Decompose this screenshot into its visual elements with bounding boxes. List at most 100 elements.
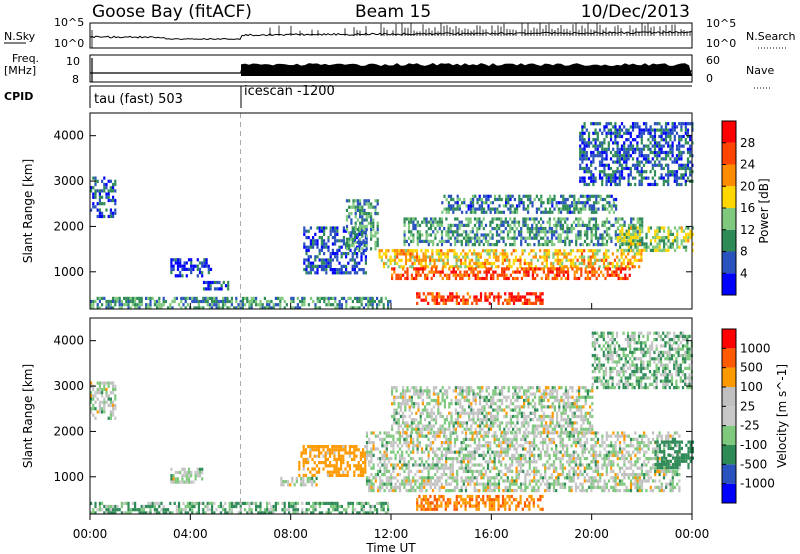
heatmap-cell [98, 410, 101, 414]
heatmap-cell [318, 454, 321, 458]
heatmap-cell [493, 298, 496, 302]
heatmap-cell [127, 303, 130, 307]
heatmap-cell [414, 227, 417, 231]
heatmap-cell [90, 394, 93, 398]
heatmap-cell [178, 504, 181, 509]
heatmap-cell [632, 217, 635, 221]
heatmap-cell [292, 508, 295, 512]
heatmap-cell [482, 450, 485, 454]
heatmap-cell [577, 466, 580, 470]
heatmap-cell [580, 273, 583, 277]
heatmap-cell [303, 299, 306, 304]
heatmap-cell [270, 511, 273, 515]
heatmap-cell [401, 450, 404, 454]
heatmap-cell [539, 217, 543, 221]
heatmap-cell [645, 154, 648, 158]
heatmap-cell [485, 270, 488, 274]
heatmap-cell [541, 447, 545, 451]
heatmap-cell [217, 299, 220, 304]
heatmap-cell [581, 453, 584, 457]
heatmap-cell [320, 245, 323, 249]
heatmap-cell [509, 207, 512, 211]
heatmap-cell [379, 460, 382, 464]
heatmap-cell [488, 249, 491, 253]
heatmap-cell [667, 128, 670, 132]
heatmap-cell [478, 207, 481, 211]
heatmap-cell [307, 236, 310, 240]
heatmap-cell [686, 134, 690, 139]
heatmap-cell [541, 292, 544, 296]
heatmap-cell [216, 287, 219, 291]
heatmap-cell [601, 236, 604, 240]
heatmap-cell [577, 236, 580, 240]
heatmap-cell [577, 230, 580, 234]
heatmap-cell [598, 163, 602, 167]
heatmap-cell [583, 457, 586, 461]
heatmap-cell [438, 223, 441, 227]
heatmap-cell [441, 270, 444, 274]
heatmap-cell [302, 451, 305, 455]
heatmap-cell [244, 501, 247, 505]
heatmap-cell [127, 299, 130, 304]
heatmap-cell [418, 457, 421, 461]
heatmap-cell [398, 252, 401, 256]
heatmap-cell [94, 299, 97, 304]
heatmap-cell [351, 299, 354, 304]
heatmap-cell [562, 270, 565, 274]
heatmap-cell [340, 448, 343, 452]
heatmap-cell [486, 463, 490, 467]
heatmap-cell [613, 273, 616, 277]
heatmap-cell [616, 217, 620, 221]
heatmap-cell [467, 463, 470, 467]
heatmap-cell [405, 441, 408, 445]
heatmap-cell [187, 467, 191, 471]
heatmap-cell [597, 239, 600, 243]
heatmap-cell [314, 306, 317, 310]
heatmap-cell [504, 292, 507, 296]
heatmap-cell [354, 221, 357, 225]
heatmap-cell [307, 264, 310, 268]
heatmap-cell [647, 226, 650, 230]
heatmap-cell [551, 197, 554, 202]
heatmap-cell [517, 230, 521, 234]
heatmap-cell [449, 298, 452, 302]
heatmap-cell [612, 179, 615, 183]
heatmap-cell [472, 207, 475, 211]
heatmap-cell [480, 204, 483, 208]
heatmap-cell [365, 224, 368, 228]
heatmap-cell [438, 295, 441, 299]
heatmap-cell [346, 473, 349, 477]
heatmap-cell [553, 276, 556, 281]
heatmap-cell [682, 150, 685, 155]
heatmap-cell [425, 444, 428, 448]
heatmap-cell [476, 273, 479, 277]
heatmap-cell [541, 301, 544, 305]
heatmap-cell [174, 261, 177, 265]
heatmap-cell [316, 264, 319, 268]
heatmap-cell [614, 141, 617, 145]
heatmap-cell [621, 232, 624, 236]
heatmap-cell [447, 233, 450, 237]
heatmap-cell [638, 131, 641, 135]
heatmap-cell [357, 464, 360, 468]
heatmap-cell [586, 197, 589, 202]
heatmap-cell [528, 217, 532, 221]
heatmap-cell [437, 249, 441, 253]
heatmap-cell [548, 441, 551, 445]
heatmap-cell [429, 447, 432, 451]
heatmap-cell [315, 483, 318, 487]
heatmap-cell [468, 276, 471, 281]
heatmap-cell [462, 301, 465, 305]
heatmap-cell [224, 303, 227, 307]
heatmap-cell [218, 287, 221, 291]
heatmap-cell [360, 508, 363, 512]
heatmap-cell [109, 397, 112, 401]
heatmap-cell [425, 239, 428, 243]
heatmap-cell [571, 267, 574, 271]
heatmap-cell [629, 466, 633, 470]
heatmap-cell [96, 508, 99, 512]
heatmap-cell [315, 445, 318, 449]
heatmap-cell [642, 176, 646, 180]
heatmap-cell [107, 214, 110, 219]
heatmap-cell [342, 473, 345, 477]
